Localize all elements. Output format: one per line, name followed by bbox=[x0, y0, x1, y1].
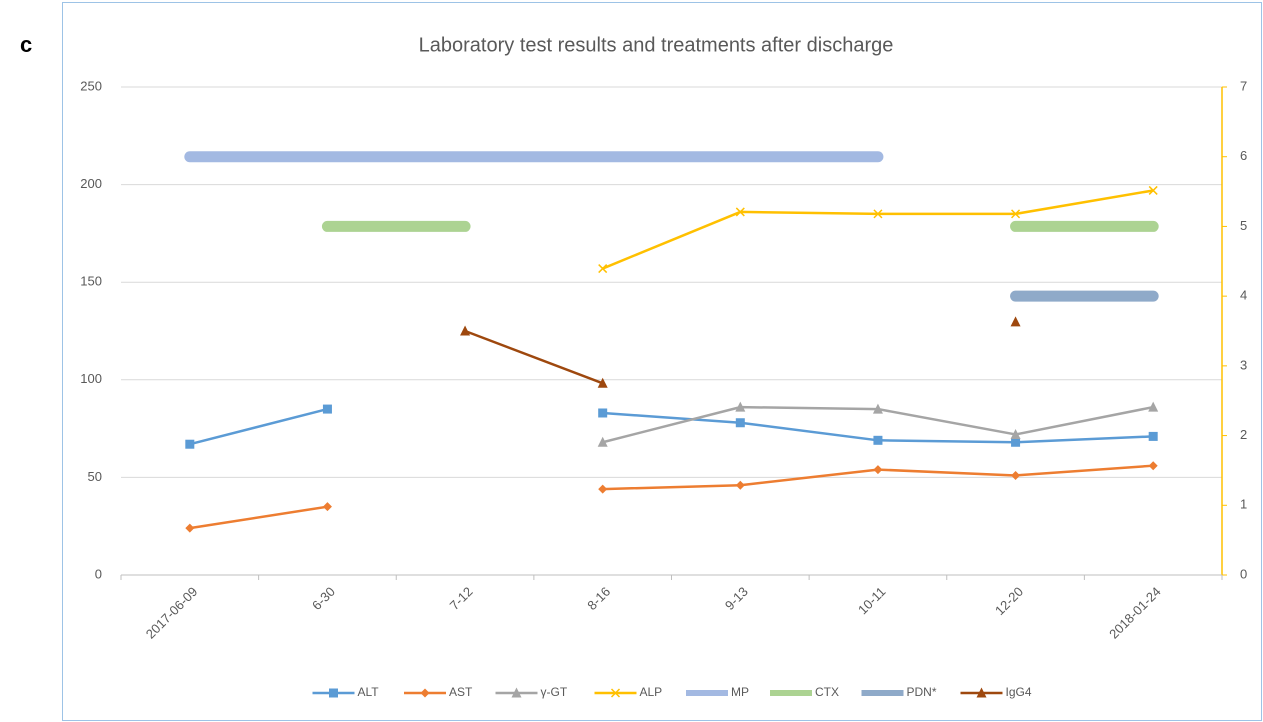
legend-label: ALP bbox=[640, 685, 663, 699]
legend-marker bbox=[329, 688, 338, 698]
point bbox=[1011, 209, 1021, 219]
point bbox=[873, 465, 883, 475]
y-tick-label: 200 bbox=[80, 176, 102, 191]
point bbox=[873, 209, 883, 219]
point bbox=[185, 439, 195, 449]
panel-label: c bbox=[20, 32, 32, 57]
point bbox=[1011, 470, 1021, 480]
x-tick-label: 12-20 bbox=[992, 584, 1026, 618]
series-line bbox=[189, 464, 1154, 530]
legend-label: PDN* bbox=[907, 685, 937, 699]
point bbox=[735, 418, 745, 428]
series-line bbox=[465, 322, 1016, 383]
point bbox=[735, 401, 746, 412]
point bbox=[185, 523, 195, 533]
point bbox=[1010, 316, 1021, 327]
point bbox=[460, 325, 471, 336]
point bbox=[873, 435, 883, 445]
legend-marker bbox=[610, 688, 621, 698]
y2-tick-label: 0 bbox=[1240, 566, 1247, 581]
y2-tick-label: 6 bbox=[1240, 148, 1247, 163]
y-tick-label: 100 bbox=[80, 371, 102, 386]
x-tick-label: 2018-01-24 bbox=[1106, 584, 1164, 642]
point bbox=[1148, 431, 1158, 441]
legend-label: ALT bbox=[358, 685, 380, 699]
legend-label: CTX bbox=[815, 685, 839, 699]
x-tick-label: 2017-06-09 bbox=[143, 584, 201, 642]
y-tick-label: 150 bbox=[80, 274, 102, 289]
point bbox=[598, 484, 608, 494]
y2-tick-label: 3 bbox=[1240, 357, 1247, 372]
point bbox=[322, 502, 332, 512]
point bbox=[597, 436, 608, 447]
point bbox=[872, 403, 883, 414]
point bbox=[1010, 428, 1021, 439]
y2-tick-label: 1 bbox=[1240, 497, 1247, 512]
y-tick-label: 250 bbox=[80, 78, 102, 93]
legend-label: γ-GT bbox=[541, 685, 568, 699]
point bbox=[1148, 185, 1158, 195]
y-tick-label: 0 bbox=[95, 566, 102, 581]
x-tick-label: 9-13 bbox=[722, 584, 751, 613]
series-line bbox=[189, 407, 1154, 446]
point bbox=[322, 404, 332, 414]
x-tick-label: 8-16 bbox=[584, 584, 613, 613]
legend-marker bbox=[976, 687, 987, 698]
y2-tick-label: 5 bbox=[1240, 218, 1247, 233]
y2-tick-label: 4 bbox=[1240, 288, 1247, 303]
x-tick-label: 6-30 bbox=[309, 584, 338, 613]
point bbox=[598, 264, 608, 274]
legend-marker bbox=[511, 687, 522, 698]
x-tick-label: 7-12 bbox=[447, 584, 476, 613]
point bbox=[735, 480, 745, 490]
chart-frame bbox=[62, 2, 1262, 721]
point bbox=[1148, 401, 1159, 412]
point bbox=[1148, 461, 1158, 471]
y2-tick-label: 7 bbox=[1240, 78, 1247, 93]
y2-tick-label: 2 bbox=[1240, 427, 1247, 442]
chart-title: Laboratory test results and treatments a… bbox=[419, 34, 894, 56]
legend-marker bbox=[420, 688, 430, 698]
legend-label: MP bbox=[731, 685, 749, 699]
point bbox=[1011, 437, 1021, 447]
legend-label: AST bbox=[449, 685, 473, 699]
legend-label: IgG4 bbox=[1006, 685, 1032, 699]
point bbox=[598, 408, 608, 418]
point bbox=[735, 207, 745, 217]
point bbox=[597, 377, 608, 388]
x-tick-label: 10-11 bbox=[855, 584, 888, 617]
y-tick-label: 50 bbox=[88, 469, 102, 484]
